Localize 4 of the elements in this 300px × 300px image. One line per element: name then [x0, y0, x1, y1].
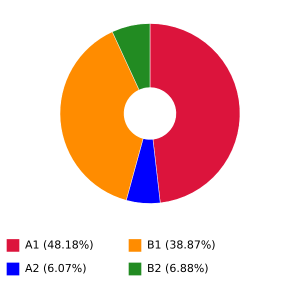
legend-label: B2 (6.88%): [147, 262, 209, 275]
legend-label: A1 (48.18%): [25, 238, 94, 252]
legend-label: B1 (38.87%): [147, 238, 216, 252]
legend-label: A2 (6.07%): [25, 262, 87, 275]
